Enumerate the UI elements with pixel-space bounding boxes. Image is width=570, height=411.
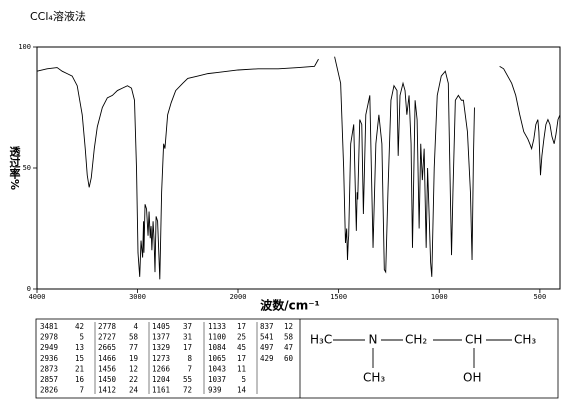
plot-frame	[36, 46, 561, 290]
peak-transmittance: 4	[133, 322, 138, 331]
y-tick-label: 100	[18, 43, 31, 51]
spectrum-line	[334, 56, 475, 277]
peak-transmittance: 12	[129, 364, 138, 373]
peak-transmittance: 5	[241, 375, 246, 384]
x-axis-label: 波数/cm⁻¹	[260, 298, 320, 313]
peak-transmittance: 21	[75, 364, 84, 373]
x-tick-label: 500	[534, 293, 547, 301]
structure-group: CH₃	[514, 333, 536, 347]
peak-transmittance: 42	[75, 322, 84, 331]
peak-wavenumber: 2978	[40, 333, 59, 342]
peak-wavenumber: 1466	[98, 354, 117, 363]
peak-transmittance: 15	[75, 354, 84, 363]
chart-title: CCl₄溶液法	[30, 9, 86, 23]
peak-wavenumber: 497	[260, 343, 274, 352]
y-tick-label: 0	[27, 285, 31, 293]
peak-transmittance: 11	[237, 364, 246, 373]
peak-wavenumber: 1161	[152, 386, 170, 395]
peak-transmittance: 25	[237, 333, 246, 342]
table-frame	[35, 318, 559, 399]
peak-transmittance: 47	[284, 343, 293, 352]
peak-wavenumber: 1377	[152, 333, 170, 342]
y-tick-label: 50	[23, 164, 31, 172]
peak-wavenumber: 2936	[40, 354, 59, 363]
structure-substituent: CH₃	[363, 371, 385, 385]
peak-transmittance: 58	[129, 333, 139, 342]
peak-wavenumber: 2949	[40, 343, 58, 352]
peak-wavenumber: 2778	[98, 322, 117, 331]
peak-wavenumber: 939	[208, 386, 222, 395]
spectrum-line	[36, 58, 319, 280]
peak-wavenumber: 3481	[40, 322, 58, 331]
peak-wavenumber: 1037	[208, 375, 226, 384]
peak-wavenumber: 1043	[208, 364, 226, 373]
peak-wavenumber: 1133	[208, 322, 226, 331]
structure-group: CH	[465, 333, 482, 347]
peak-wavenumber: 2665	[98, 343, 116, 352]
peak-transmittance: 77	[129, 343, 138, 352]
structure-group: CH₂	[405, 333, 427, 347]
peak-wavenumber: 1412	[98, 386, 116, 395]
peak-transmittance: 8	[187, 354, 192, 363]
structure-bonds	[333, 339, 512, 368]
peak-wavenumber: 1273	[152, 354, 170, 363]
x-tick-label: 1500	[330, 293, 347, 301]
peak-transmittance: 12	[284, 322, 293, 331]
peak-wavenumber: 1084	[208, 343, 227, 352]
peak-wavenumber: 1204	[152, 375, 171, 384]
peak-transmittance: 13	[75, 343, 84, 352]
peak-wavenumber: 2826	[40, 386, 59, 395]
peak-transmittance: 7	[187, 364, 192, 373]
structure-substituent: OH	[463, 371, 481, 385]
peak-wavenumber: 2873	[40, 364, 58, 373]
x-tick-label: 2000	[230, 293, 247, 301]
peak-transmittance: 37	[183, 322, 192, 331]
x-tick-label: 1000	[431, 293, 448, 301]
peak-transmittance: 60	[284, 354, 294, 363]
spectrum-line	[499, 65, 561, 176]
peak-wavenumber: 1329	[152, 343, 170, 352]
peak-wavenumber: 1456	[98, 364, 117, 373]
peak-wavenumber: 2727	[98, 333, 116, 342]
peak-transmittance: 58	[284, 333, 294, 342]
peak-transmittance: 16	[75, 375, 85, 384]
peak-wavenumber: 1065	[208, 354, 226, 363]
structure-group: N	[369, 333, 378, 347]
peak-transmittance: 72	[183, 386, 192, 395]
peak-transmittance: 19	[129, 354, 138, 363]
peak-wavenumber: 541	[260, 333, 274, 342]
peak-wavenumber: 1266	[152, 364, 171, 373]
peak-transmittance: 22	[129, 375, 138, 384]
peak-wavenumber: 429	[260, 354, 274, 363]
peak-transmittance: 17	[183, 343, 192, 352]
peak-transmittance: 14	[237, 386, 247, 395]
peak-wavenumber: 837	[260, 322, 274, 331]
peak-transmittance: 17	[237, 354, 246, 363]
peak-wavenumber: 2857	[40, 375, 58, 384]
peak-transmittance: 5	[79, 333, 84, 342]
x-tick-label: 3000	[129, 293, 146, 301]
peak-transmittance: 45	[237, 343, 246, 352]
peak-wavenumber: 1100	[208, 333, 227, 342]
peak-transmittance: 24	[129, 386, 139, 395]
peak-wavenumber: 1450	[98, 375, 117, 384]
peak-transmittance: 17	[237, 322, 246, 331]
peak-transmittance: 7	[79, 386, 84, 395]
peak-transmittance: 55	[183, 375, 192, 384]
x-tick-label: 4000	[29, 293, 46, 301]
peak-wavenumber: 1405	[152, 322, 170, 331]
y-axis-label: 透过率%	[8, 146, 21, 190]
peak-transmittance: 31	[183, 333, 192, 342]
structure-group: H₃C	[310, 333, 332, 347]
